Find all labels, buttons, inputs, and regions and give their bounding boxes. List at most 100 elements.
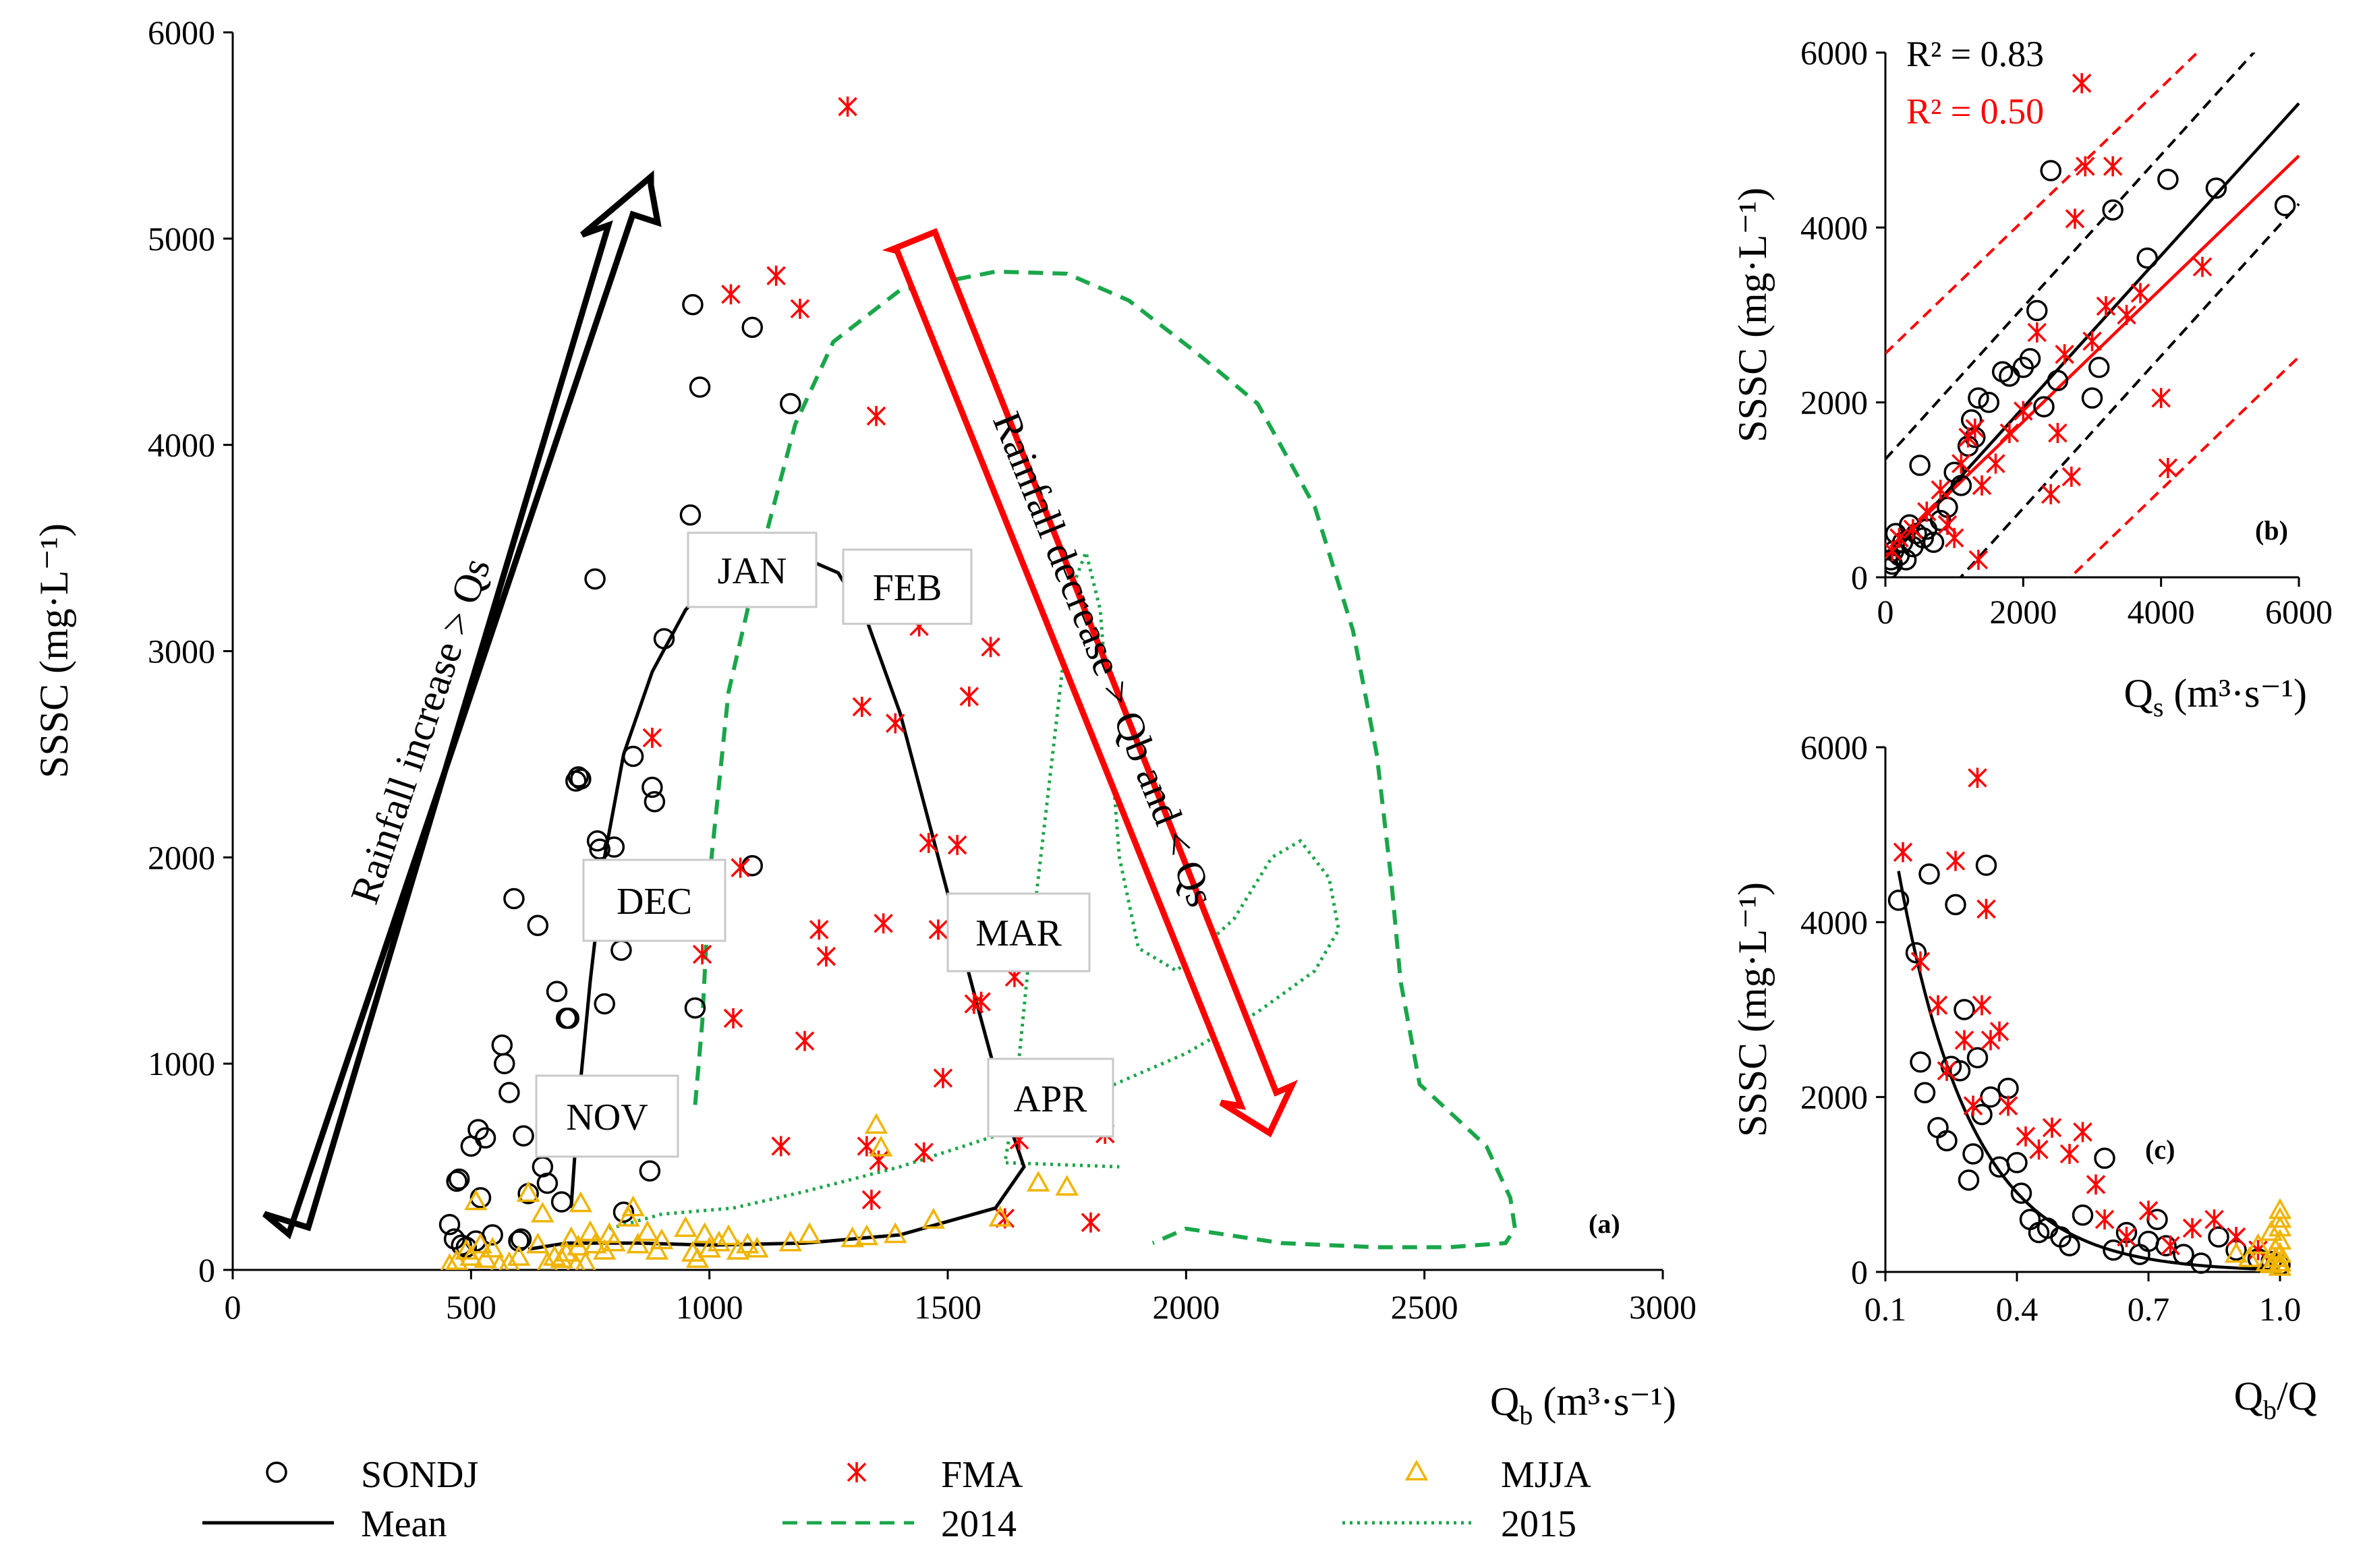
r2-black: R² = 0.83 [1906,34,2044,74]
point-mjja [2268,1229,2292,1250]
point-sondj [1980,1086,2001,1108]
point-sondj [1978,391,1999,413]
point-mjja [626,1232,650,1254]
point-sondj [498,1082,520,1103]
legend-swatch-fma [847,1462,867,1482]
point-sondj [594,993,615,1015]
point-fma [914,1142,934,1163]
point-mjja [621,1195,645,1217]
point-sondj [682,293,704,316]
point-fma [731,857,750,878]
y-tick-label: 1000 [148,1045,215,1082]
point-sondj [1968,387,1989,409]
month-label-mar: MAR [946,892,1091,972]
svg-text:JAN: JAN [718,550,787,592]
point-mjja [2268,1242,2292,1263]
legend-item-2015: 2015 [1342,1503,1576,1545]
panel-b: 0 2000 4000 6000 0 2000 4000 6000 Qs (m³·s⁻¹) SSS… [1730,34,2333,722]
point-sondj [446,1170,467,1192]
point-fma [2029,1139,2049,1160]
point-sondj [589,838,610,860]
point-fma [721,284,741,305]
y-tick-label: 2000 [1800,1078,1868,1116]
point-fma [1945,850,1966,871]
panel-a-points [438,96,1115,1270]
point-sondj [567,766,590,788]
point-fma [1968,550,1989,571]
point-mjja [445,1249,469,1270]
panel-b-label: (b) [2255,515,2288,546]
point-sondj [2088,357,2110,378]
point-fma [771,1136,791,1157]
legend-swatch-mjja [1404,1459,1429,1481]
panel-c-fit-curve [1897,871,2280,1272]
point-mjja [531,1201,554,1223]
point-sondj [2040,160,2061,181]
point-fma [2059,1144,2080,1164]
legend-label: 2014 [941,1503,1017,1545]
point-sondj [2102,199,2124,221]
point-mjja [745,1236,769,1258]
band-upper-red [1885,53,2200,355]
point-fma [1917,501,1937,522]
point-sondj [491,1034,513,1056]
point-sondj [679,504,702,526]
point-mjja [2224,1242,2248,1263]
x-axis-label: Qb/Q [2234,1374,2317,1425]
legend-item-mjja: MJJA [1404,1454,1591,1496]
point-fma [790,298,810,319]
point-fma [886,713,905,734]
point-mjja [674,1216,697,1238]
point-mjja [459,1245,483,1266]
point-sondj [1997,1077,2019,1099]
point-sondj [1999,366,2020,387]
point-fma [947,835,967,855]
point-mjja [2259,1220,2283,1241]
point-sondj [558,1008,579,1029]
point-sondj [1962,1143,1984,1165]
panel-a-axes: 0 500 1000 1500 2000 2500 3000 0 1000 2000 3000 400… [32,13,1697,1430]
point-sondj [1909,455,1931,476]
point-mjja [921,1208,946,1229]
point-fma [2130,283,2150,303]
month-label-dec: DEC [582,859,726,942]
point-mjja [507,1245,531,1266]
point-mjja [707,1230,731,1252]
point-fma [1928,995,1948,1016]
point-sondj [550,1191,573,1213]
point-sondj [2019,1209,2041,1230]
point-sondj [448,1168,470,1190]
mean-curve [528,546,1026,1251]
point-fma [959,686,979,707]
svg-text:APR: APR [1014,1078,1088,1120]
point-sondj [546,981,568,1002]
point-fma [1963,1095,1983,1116]
point-fma [2014,401,2033,422]
point-sondj [1936,1130,1958,1152]
point-mjja [635,1220,660,1242]
point-sondj [1905,941,1927,964]
legend-label: SONDJ [361,1454,478,1496]
point-mjja [693,1222,716,1244]
point-fma [2161,1236,2180,1256]
point-mjja [840,1226,864,1248]
point-sondj [584,568,606,590]
point-fma [2158,457,2178,478]
point-fma [1968,767,1987,788]
legend-item-fma: FMA [847,1454,1023,1496]
point-sondj [2205,177,2227,199]
point-sondj [469,1187,492,1209]
point-mjja [685,1247,710,1268]
curve-2014 [693,269,1518,1250]
svg-text:MAR: MAR [975,912,1062,954]
point-sondj [741,316,764,339]
point-sondj [2047,370,2069,391]
point-sondj [642,776,663,798]
y-axis-label: SSSC (mg·L⁻¹) [1730,882,1775,1137]
fit-curve [1897,871,2280,1272]
point-mjja [697,1236,721,1258]
x-tick-label: 2000 [1152,1288,1220,1326]
y-tick-label: 6000 [1800,34,1868,71]
point-sondj [684,997,706,1019]
